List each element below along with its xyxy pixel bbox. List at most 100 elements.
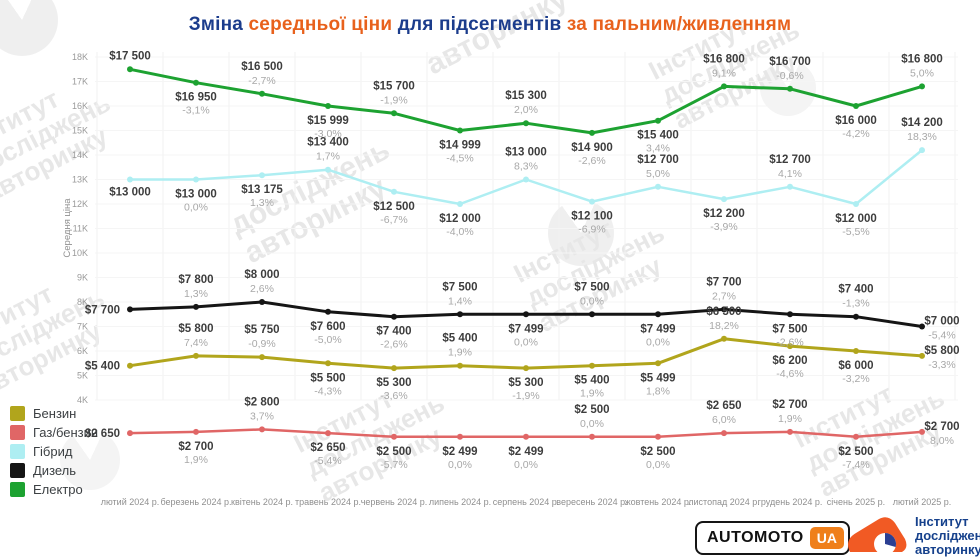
title-segment: середньої ціни [248, 14, 398, 35]
percent-label: -1,9% [380, 94, 407, 106]
value-label: $13 000 [109, 187, 151, 199]
data-point [655, 183, 661, 190]
data-point [721, 306, 727, 313]
value-label: $7 400 [838, 284, 873, 296]
x-axis-label: червень 2024 р. [361, 497, 428, 507]
value-label: $7 400 [376, 326, 411, 338]
value-label: $14 200 [901, 117, 943, 129]
value-label: $5 400 [574, 375, 609, 387]
title-segment: для підсегментів [397, 14, 567, 35]
institute-line: авторинку [915, 542, 980, 557]
value-label: $13 400 [307, 137, 349, 149]
data-point [259, 426, 265, 433]
value-label: $7 500 [442, 281, 477, 293]
percent-label: -2,6% [578, 155, 605, 167]
data-point [325, 360, 331, 367]
title-segment: Зміна [188, 14, 249, 35]
legend-item: Дизель [10, 463, 98, 478]
percent-label: -5,7% [380, 459, 407, 471]
data-point [325, 308, 331, 315]
percent-label: -4,5% [446, 153, 473, 165]
value-label: $16 800 [703, 53, 745, 65]
automoto-logo-text: AUTOMOTO [707, 529, 804, 546]
footer: AUTOMOTO UA Інститут досліджень авторинк… [0, 515, 980, 560]
value-label: $5 800 [924, 345, 959, 357]
automoto-ua-badge: UA [809, 527, 844, 549]
percent-label: -4,2% [842, 128, 869, 140]
percent-label: -2,6% [380, 339, 407, 351]
percent-label: -3,6% [380, 390, 407, 402]
value-label: $5 300 [376, 377, 411, 389]
percent-label: 1,3% [184, 288, 208, 300]
x-axis-label: березень 2024 р. [160, 497, 231, 507]
legend-item: Електро [10, 482, 98, 497]
percent-label: -1,9% [512, 390, 539, 402]
value-label: $5 300 [508, 377, 543, 389]
percent-label: 1,9% [580, 388, 604, 400]
x-axis-label: грудень 2024 р. [758, 497, 823, 507]
y-axis-tick: 12K [72, 199, 88, 209]
legend-label: Дизель [33, 463, 77, 478]
x-axis-label: жовтень 2024 р. [625, 497, 692, 507]
percent-label: -0,6% [776, 70, 803, 82]
y-axis-tick: 5K [77, 371, 88, 381]
value-label: $7 499 [508, 323, 543, 335]
data-point [721, 83, 727, 90]
percent-label: -5,0% [314, 334, 341, 346]
value-label: $2 650 [706, 400, 741, 412]
data-point [787, 428, 793, 435]
percent-label: 18,3% [907, 131, 937, 143]
data-point [853, 201, 859, 207]
data-point [655, 360, 661, 367]
percent-label: -7,4% [842, 459, 869, 471]
percent-label: 0,0% [580, 295, 604, 307]
data-point [325, 166, 331, 173]
y-axis-tick: 17K [72, 77, 88, 87]
value-label: $16 700 [769, 56, 811, 68]
data-point [919, 352, 925, 359]
data-point [457, 127, 463, 134]
data-point [391, 365, 397, 372]
value-label: $12 000 [439, 213, 481, 225]
data-point [721, 196, 727, 203]
value-label: $12 700 [637, 154, 679, 166]
value-label: $7 499 [640, 323, 675, 335]
legend-item: Бензин [10, 406, 98, 421]
institute-logo: Інститут досліджень авторинку [845, 515, 980, 557]
value-label: $14 900 [571, 142, 613, 154]
value-label: $5 800 [178, 323, 213, 335]
value-label: $13 175 [241, 184, 283, 196]
data-point [127, 176, 133, 183]
data-point [127, 430, 133, 437]
automoto-logo: AUTOMOTO UA [695, 521, 850, 555]
percent-label: 0,0% [646, 336, 670, 348]
value-label: $2 650 [310, 442, 345, 454]
data-point [919, 83, 925, 90]
percent-label: -4,3% [314, 385, 341, 397]
y-axis-tick: 18K [72, 52, 88, 62]
legend-swatch [10, 463, 25, 478]
percent-label: -3,2% [842, 373, 869, 385]
percent-label: 0,0% [646, 459, 670, 471]
percent-label: 1,7% [316, 151, 340, 163]
percent-label: -6,9% [578, 224, 605, 236]
data-point [193, 428, 199, 435]
x-axis-label: серпень 2024 р. [493, 497, 560, 507]
y-axis-tick: 7K [77, 322, 88, 332]
data-point [259, 354, 265, 361]
value-label: $15 300 [505, 90, 547, 102]
legend-swatch [10, 406, 25, 421]
percent-label: 18,2% [709, 320, 739, 332]
value-label: $5 400 [442, 333, 477, 345]
legend-label: Бензин [33, 406, 77, 421]
percent-label: -6,7% [380, 214, 407, 226]
value-label: $7 800 [178, 274, 213, 286]
data-point [127, 66, 133, 73]
percent-label: 0,0% [514, 459, 538, 471]
data-point [853, 348, 859, 354]
data-point [523, 311, 529, 318]
value-label: $2 700 [772, 399, 807, 411]
percent-label: -0,9% [248, 338, 275, 350]
y-axis-tick: 9K [77, 273, 88, 283]
